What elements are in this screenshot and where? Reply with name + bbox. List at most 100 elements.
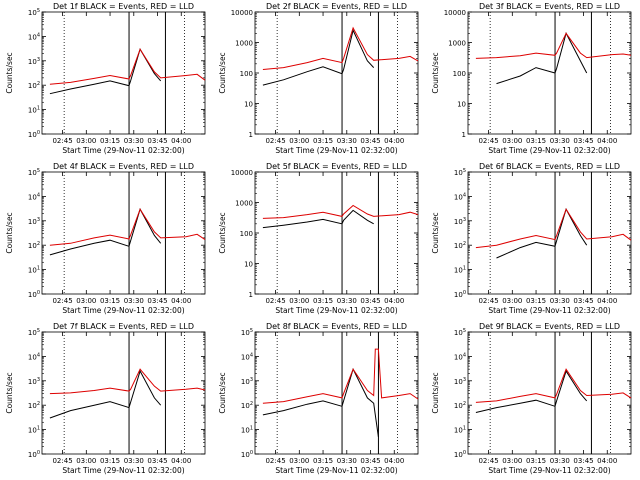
x-tick-label: 04:00 [597,137,617,145]
x-axis-label: Start Time (29-Nov-11 02:32:00) [275,306,397,315]
y-tick-label: 100 [240,70,253,78]
x-tick-label: 03:15 [526,297,546,305]
y-tick-label: 1 [249,131,253,139]
series-line-lld [49,208,206,246]
chart-title: Det 4f BLACK = Events, RED = LLD [53,162,194,171]
chart-title: Det 3f BLACK = Events, RED = LLD [479,2,620,11]
y-tick-label: 1000 [448,40,466,48]
y-tick-label: 10 [244,261,253,269]
series-line-lld [262,204,419,219]
series-line-lld [262,26,419,70]
y-axis-label: Counts/sec [218,52,227,93]
x-tick-label: 03:00 [76,457,96,465]
x-tick-label: 02:45 [52,137,72,145]
plot-frame [467,11,632,135]
x-tick-label: 02:45 [265,137,285,145]
y-tick-label: 103 [241,377,253,386]
plot-frame [41,331,206,455]
y-tick-label: 10000 [444,9,466,17]
series-line-lld [49,48,206,85]
chart-panel-9: Det 9f BLACK = Events, RED = LLD 100 101 10… [431,322,632,475]
y-axis-label: Counts/sec [431,212,440,253]
x-tick-label: 03:30 [550,297,570,305]
chart-panel-8: Det 8f BLACK = Events, RED = LLD 100 101 10… [218,322,419,475]
x-tick-label: 03:30 [337,137,357,145]
x-tick-label: 03:15 [313,137,333,145]
x-tick-label: 04:00 [597,297,617,305]
chart-title: Det 5f BLACK = Events, RED = LLD [266,162,407,171]
x-tick-label: 04:00 [384,137,404,145]
y-tick-label: 10000 [231,9,253,17]
x-tick-label: 03:15 [526,137,546,145]
x-tick-label: 03:30 [124,137,144,145]
x-tick-label: 02:45 [478,137,498,145]
y-tick-label: 103 [28,217,40,226]
chart-panel-5: Det 5f BLACK = Events, RED = LLD 1 10 100 10… [218,162,419,315]
chart-title: Det 9f BLACK = Events, RED = LLD [479,322,620,331]
chart-title: Det 2f BLACK = Events, RED = LLD [266,2,407,11]
chart-title: Det 1f BLACK = Events, RED = LLD [53,2,194,11]
x-axis-label: Start Time (29-Nov-11 02:32:00) [275,466,397,475]
y-tick-label: 103 [28,57,40,66]
x-tick-label: 03:45 [360,137,380,145]
x-tick-label: 03:00 [289,457,309,465]
y-tick-label: 10 [457,101,466,109]
y-tick-label: 100 [28,450,40,459]
plot-frame [254,11,419,135]
x-axis-label: Start Time (29-Nov-11 02:32:00) [62,306,184,315]
x-tick-label: 03:30 [124,457,144,465]
x-tick-label: 03:45 [360,297,380,305]
plot-frame [467,331,632,455]
y-tick-label: 104 [454,352,466,361]
x-tick-label: 03:00 [76,297,96,305]
x-tick-label: 03:45 [573,137,593,145]
series-line-lld [262,348,419,404]
plot-frame [254,171,419,295]
series-line-events [262,209,374,229]
x-axis-label: Start Time (29-Nov-11 02:32:00) [488,306,610,315]
x-tick-label: 02:45 [52,297,72,305]
chart-panel-3: Det 3f BLACK = Events, RED = LLD 1 10 100 10… [431,2,632,155]
x-tick-label: 03:00 [289,137,309,145]
chart-title: Det 7f BLACK = Events, RED = LLD [53,322,194,331]
x-tick-label: 03:00 [289,297,309,305]
y-axis-label: Counts/sec [431,52,440,93]
chart-panel-4: Det 4f BLACK = Events, RED = LLD 100 101 10… [5,162,206,315]
x-tick-label: 04:00 [384,457,404,465]
y-axis-label: Counts/sec [218,212,227,253]
plot-frame [41,11,206,135]
chart-panel-1: Det 1f BLACK = Events, RED = LLD 100 101 10… [5,2,206,155]
y-tick-label: 100 [28,130,40,139]
y-axis-label: Counts/sec [218,372,227,413]
series-line-lld [475,208,632,249]
chart-panel-7: Det 7f BLACK = Events, RED = LLD 100 101 10… [5,322,206,475]
y-axis-label: Counts/sec [431,372,440,413]
x-tick-label: 03:45 [573,297,593,305]
y-tick-label: 102 [28,401,40,410]
x-tick-label: 02:45 [265,457,285,465]
y-axis-label: Counts/sec [5,212,14,253]
y-tick-label: 105 [454,328,466,337]
series-line-events [49,47,162,95]
y-tick-label: 101 [241,426,253,435]
series-line-events [496,207,588,259]
series-line-lld [475,368,632,403]
y-tick-label: 104 [28,32,40,41]
series-line-events [262,28,375,86]
y-tick-label: 105 [28,8,40,17]
x-tick-label: 03:15 [313,297,333,305]
x-tick-label: 02:45 [478,457,498,465]
x-tick-label: 03:15 [100,297,120,305]
plot-frame [41,171,206,295]
x-tick-label: 02:45 [52,457,72,465]
x-tick-label: 03:15 [100,137,120,145]
y-tick-label: 1000 [235,40,253,48]
y-tick-label: 100 [241,450,253,459]
y-tick-label: 103 [454,377,466,386]
y-tick-label: 1 [462,131,466,139]
x-axis-label: Start Time (29-Nov-11 02:32:00) [275,146,397,155]
y-tick-label: 100 [28,290,40,299]
x-tick-label: 03:30 [550,457,570,465]
x-tick-label: 03:00 [502,137,522,145]
y-tick-label: 102 [28,241,40,250]
